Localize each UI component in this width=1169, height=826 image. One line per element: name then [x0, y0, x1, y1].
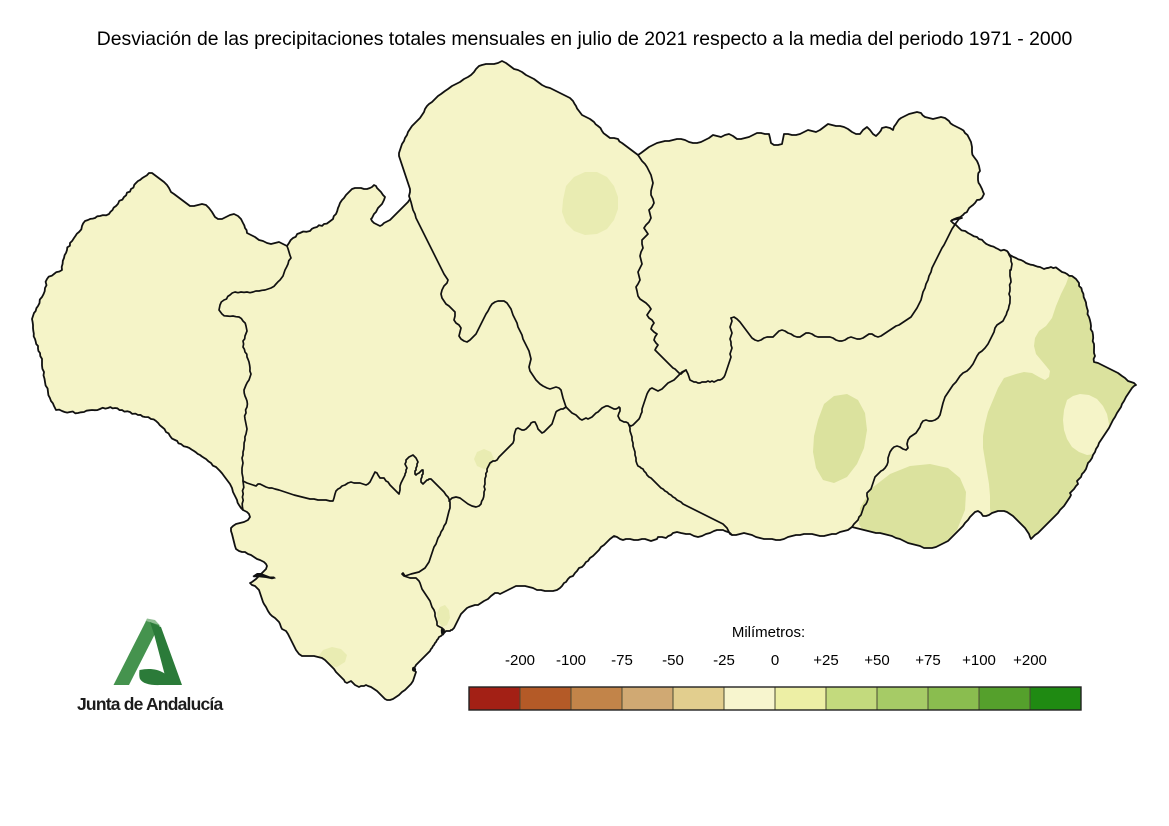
svg-text:-50: -50	[662, 652, 684, 669]
svg-text:Milímetros:: Milímetros:	[732, 624, 805, 641]
svg-text:-25: -25	[713, 652, 735, 669]
svg-text:0: 0	[771, 652, 779, 669]
svg-text:+50: +50	[864, 652, 889, 669]
svg-text:+25: +25	[813, 652, 838, 669]
svg-text:-75: -75	[611, 652, 633, 669]
svg-text:-200: -200	[505, 652, 535, 669]
svg-text:+200: +200	[1013, 652, 1047, 669]
svg-text:+75: +75	[915, 652, 940, 669]
svg-text:Junta de Andalucía: Junta de Andalucía	[77, 694, 223, 714]
svg-text:-100: -100	[556, 652, 586, 669]
svg-text:+100: +100	[962, 652, 996, 669]
